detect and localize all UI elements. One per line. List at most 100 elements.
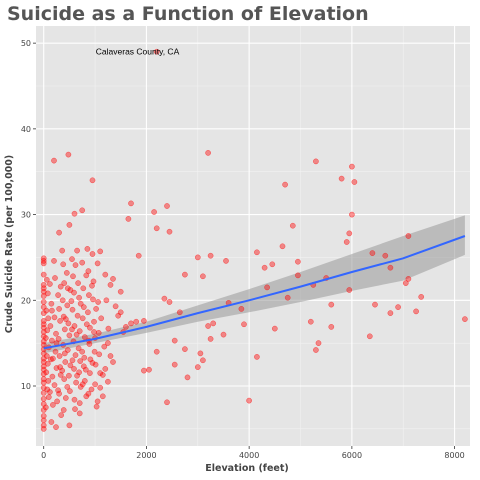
data-point xyxy=(93,306,99,312)
data-point xyxy=(65,320,72,327)
data-point xyxy=(117,309,124,316)
data-points xyxy=(40,48,468,432)
data-point xyxy=(40,417,47,424)
data-point xyxy=(171,361,178,368)
data-point xyxy=(343,239,350,245)
data-point xyxy=(307,318,314,325)
data-point xyxy=(346,287,353,293)
data-point xyxy=(295,272,301,279)
data-point xyxy=(94,398,101,405)
data-point xyxy=(166,299,173,305)
data-point xyxy=(69,256,75,262)
data-point xyxy=(194,254,201,261)
data-point xyxy=(97,384,104,391)
data-point xyxy=(47,389,53,395)
data-point xyxy=(98,315,105,322)
data-point xyxy=(101,343,108,350)
data-point xyxy=(66,422,73,429)
data-point xyxy=(42,404,49,411)
data-point xyxy=(55,387,61,394)
data-point xyxy=(238,306,245,312)
data-point xyxy=(48,419,55,425)
data-point xyxy=(92,381,98,388)
data-point xyxy=(75,345,82,352)
data-point xyxy=(94,260,101,267)
data-point xyxy=(176,309,183,316)
y-tick-label: 40 xyxy=(21,125,31,134)
data-point xyxy=(128,200,134,207)
data-point xyxy=(151,209,157,215)
data-point xyxy=(92,361,99,368)
data-point xyxy=(161,295,168,302)
data-point xyxy=(102,366,109,372)
data-point xyxy=(62,395,69,401)
data-point xyxy=(91,348,98,355)
data-point xyxy=(110,276,116,282)
data-point xyxy=(59,247,66,254)
data-point xyxy=(382,252,389,259)
data-point xyxy=(76,294,82,301)
data-point xyxy=(59,297,66,304)
data-point xyxy=(62,359,69,365)
data-point xyxy=(40,299,47,305)
data-point xyxy=(90,278,97,285)
data-point xyxy=(54,398,60,405)
data-point xyxy=(74,372,80,379)
data-point xyxy=(97,248,104,255)
data-point xyxy=(74,247,80,254)
data-point xyxy=(95,330,102,336)
data-point xyxy=(135,252,142,259)
data-point xyxy=(56,353,63,359)
data-point xyxy=(313,347,319,353)
data-point xyxy=(40,426,47,432)
data-point xyxy=(45,378,52,384)
data-point xyxy=(89,360,96,366)
data-point xyxy=(91,329,97,335)
data-point xyxy=(80,285,87,292)
data-point xyxy=(182,346,188,352)
data-point xyxy=(42,335,49,341)
data-point xyxy=(43,307,50,314)
data-point xyxy=(315,340,322,346)
data-point xyxy=(89,251,96,257)
data-point xyxy=(72,262,79,268)
y-tick-label: 30 xyxy=(21,211,31,220)
data-point xyxy=(405,276,412,282)
data-point xyxy=(85,309,91,316)
data-point xyxy=(88,386,95,393)
data-point xyxy=(61,350,68,357)
data-point xyxy=(84,246,91,252)
data-point xyxy=(81,354,88,361)
data-point xyxy=(153,48,160,55)
y-tick-label: 50 xyxy=(21,39,31,48)
data-point xyxy=(49,337,55,344)
data-point xyxy=(40,396,47,402)
data-point xyxy=(103,297,110,304)
data-point xyxy=(57,283,64,290)
data-point xyxy=(87,370,93,376)
data-point xyxy=(45,315,52,322)
data-point xyxy=(75,280,81,286)
x-tick-label: 6000 xyxy=(342,451,362,460)
data-point xyxy=(60,261,67,268)
data-point xyxy=(97,370,104,376)
data-point xyxy=(67,362,74,369)
data-point xyxy=(387,310,394,316)
data-point xyxy=(56,306,62,312)
data-point xyxy=(44,360,51,367)
data-point xyxy=(44,290,51,297)
plot-panel xyxy=(36,26,470,446)
data-point xyxy=(200,273,206,280)
data-point xyxy=(47,281,53,287)
data-point xyxy=(164,203,170,209)
data-point xyxy=(40,390,47,396)
data-point xyxy=(346,230,353,237)
data-point xyxy=(254,249,260,256)
data-point xyxy=(105,340,111,346)
x-axis-ticks: 0 2000 4000 6000 8000 xyxy=(41,446,465,460)
data-point xyxy=(462,316,468,322)
data-point xyxy=(77,358,84,364)
data-point xyxy=(89,177,96,184)
data-point xyxy=(254,354,260,360)
